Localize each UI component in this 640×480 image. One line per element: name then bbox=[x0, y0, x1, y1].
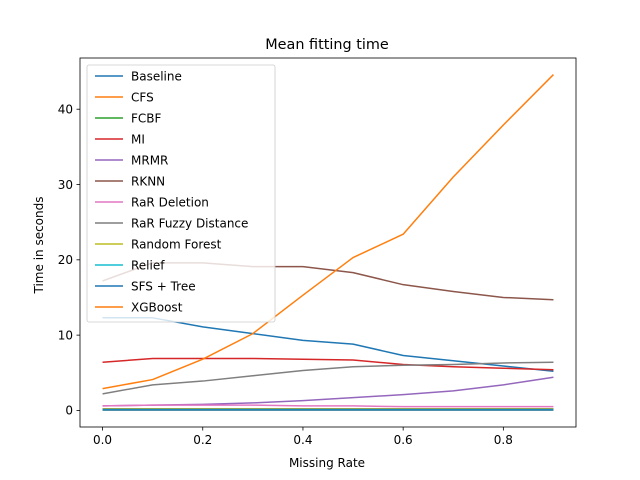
legend-entry: RaR Fuzzy Distance bbox=[131, 216, 248, 230]
series-line-xgboost bbox=[102, 74, 554, 390]
y-tick-label: 10 bbox=[58, 328, 73, 342]
series-line-rar-fuzzy-distance bbox=[102, 361, 554, 395]
legend-entry: SFS + Tree bbox=[131, 279, 196, 293]
legend-entry: MRMR bbox=[131, 153, 168, 167]
x-tick-label: 0.4 bbox=[293, 433, 312, 447]
y-tick-label: 0 bbox=[65, 404, 73, 418]
legend-entry: CFS bbox=[131, 90, 154, 104]
series-line-mrmr bbox=[102, 376, 554, 407]
legend-entry: MI bbox=[131, 132, 145, 146]
series-line-rar-deletion bbox=[102, 404, 554, 408]
legend-entry: Baseline bbox=[131, 69, 182, 83]
chart-title: Mean fitting time bbox=[265, 37, 389, 53]
legend-box bbox=[86, 64, 276, 323]
y-tick-label: 20 bbox=[58, 253, 73, 267]
y-tick-label: 30 bbox=[58, 178, 73, 192]
y-tick-label: 40 bbox=[58, 103, 73, 117]
x-tick-label: 0.8 bbox=[494, 433, 513, 447]
x-axis-ticks: 0.0 0.2 0.4 0.6 0.8 bbox=[93, 427, 513, 447]
y-axis-ticks: 0 10 20 30 40 bbox=[58, 103, 80, 418]
x-tick-label: 0.2 bbox=[193, 433, 212, 447]
legend-entry: Relief bbox=[131, 258, 165, 272]
legend-entry: RKNN bbox=[131, 174, 165, 188]
legend: Baseline CFS FCBF MI MRMR RKNN RaR Deletion RaR… bbox=[86, 64, 276, 323]
x-tick-label: 0.0 bbox=[93, 433, 112, 447]
x-tick-label: 0.6 bbox=[394, 433, 413, 447]
y-axis-label: Time in seconds bbox=[32, 197, 46, 295]
x-axis-label: Missing Rate bbox=[289, 456, 365, 470]
legend-entry: RaR Deletion bbox=[131, 195, 209, 209]
axes-frame bbox=[79, 57, 577, 428]
series-line-mi bbox=[102, 357, 554, 371]
legend-entry: XGBoost bbox=[131, 300, 183, 314]
legend-entry: Random Forest bbox=[131, 237, 222, 251]
legend-entry: FCBF bbox=[131, 111, 162, 125]
